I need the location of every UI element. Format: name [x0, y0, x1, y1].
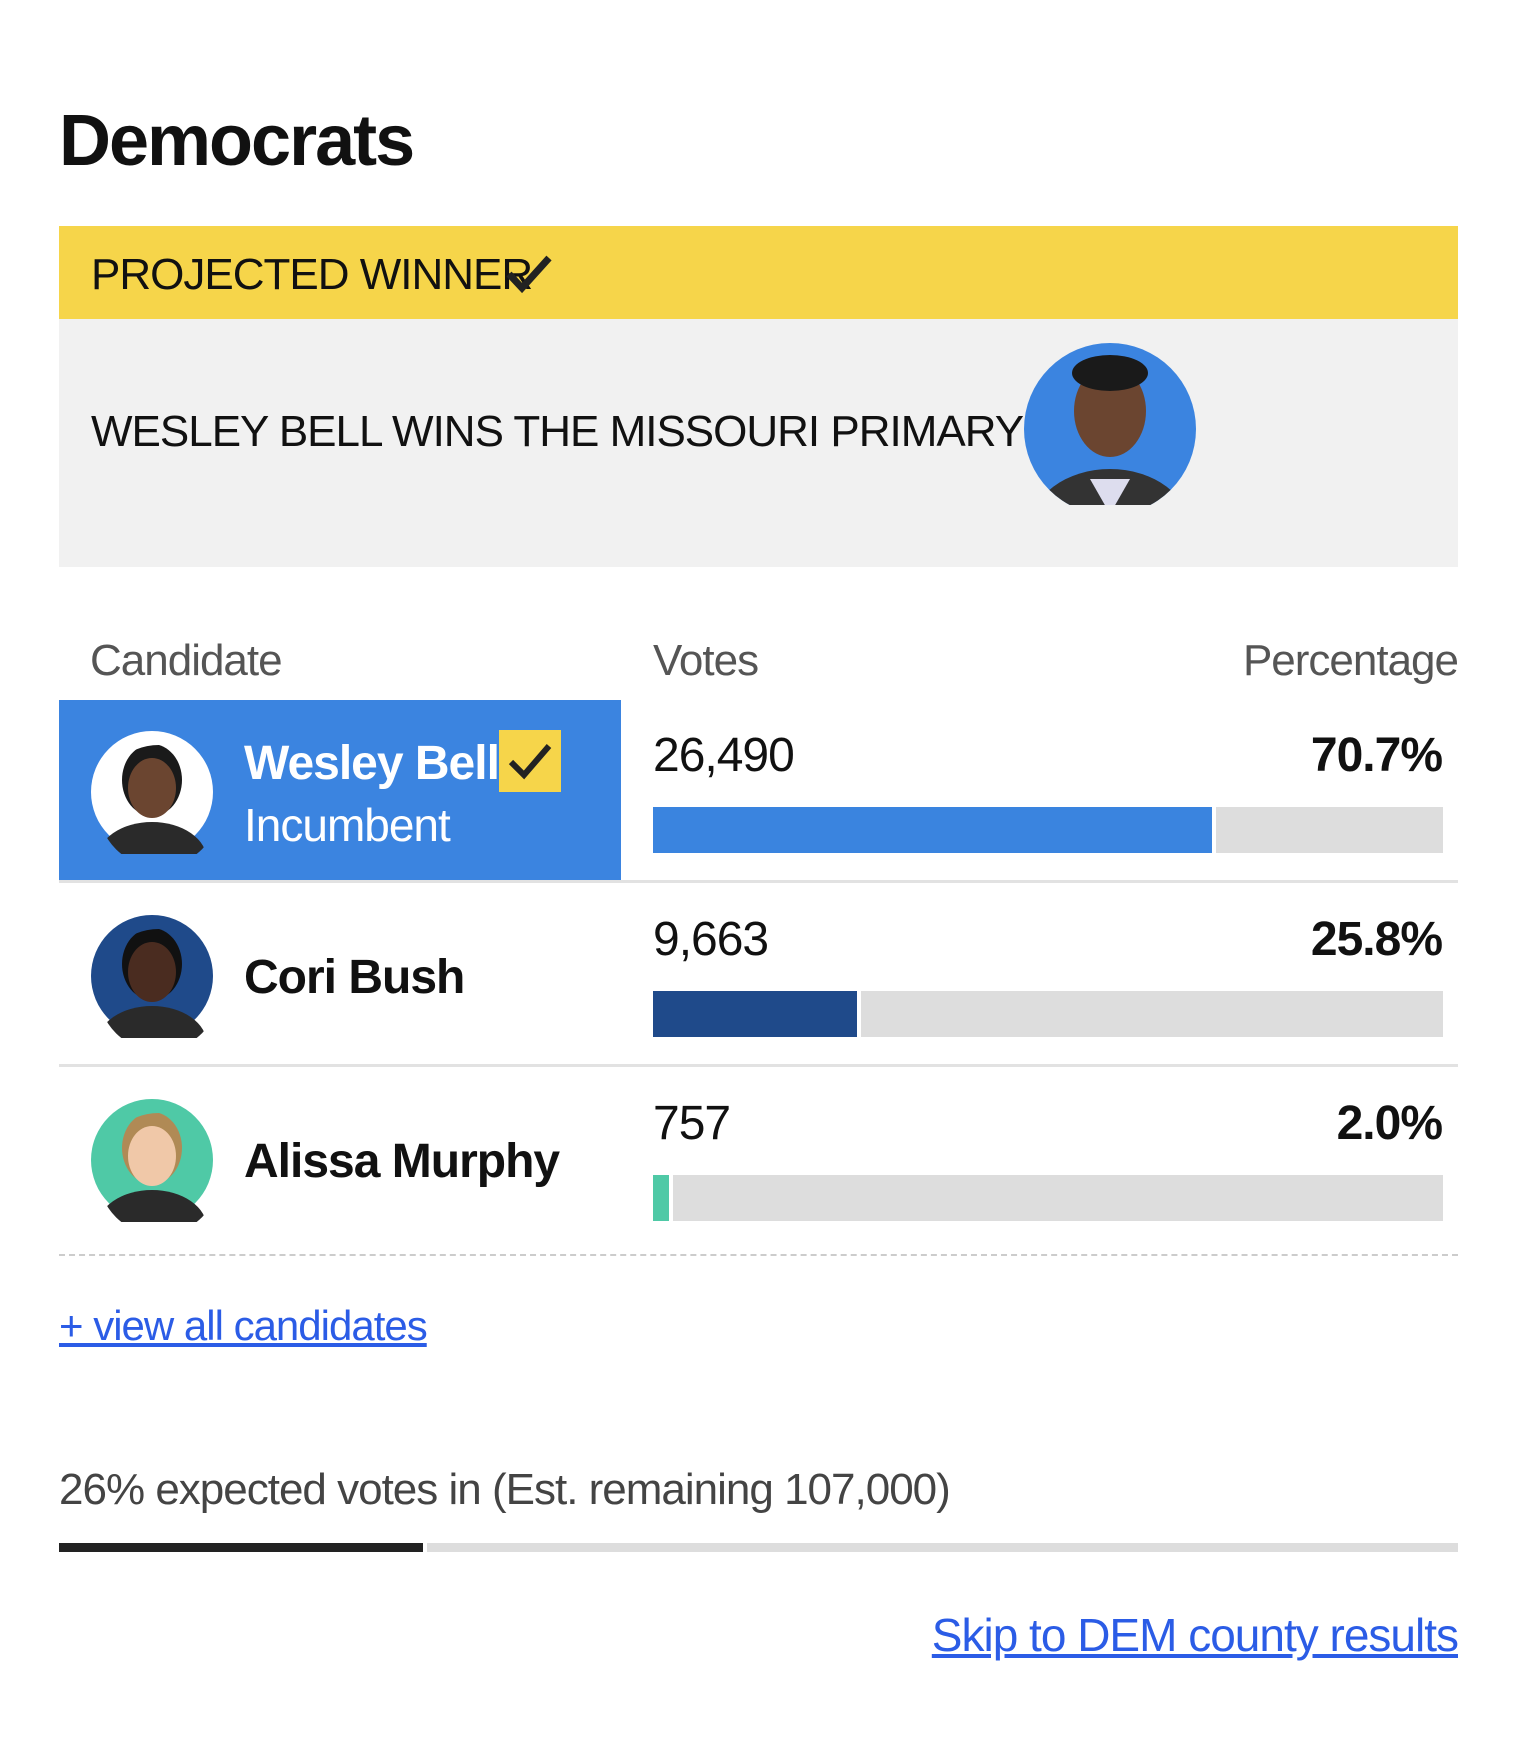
candidate-row: Alissa Murphy 757 2.0%: [59, 1068, 1458, 1251]
check-mark: [508, 744, 552, 780]
header-candidate: Candidate: [90, 636, 283, 685]
vote-bar: [653, 807, 1216, 853]
candidate-photo: [91, 731, 213, 854]
photo-figure: [97, 928, 207, 1038]
vote-percentage: 70.7%: [1310, 729, 1443, 782]
candidate-name: Alissa Murphy: [244, 1135, 560, 1188]
bar-track: [653, 991, 1443, 1037]
winner-check: [499, 730, 561, 792]
header-votes: Votes: [653, 636, 759, 685]
winner-banner: PROJECTED WINNER: [59, 226, 1458, 319]
vote-percentage: 2.0%: [1336, 1097, 1443, 1150]
vote-percentage: 25.8%: [1310, 913, 1443, 966]
photo-body: [97, 1006, 207, 1038]
winner-photo: [1024, 343, 1196, 505]
candidate-cell: Cori Bush: [59, 884, 621, 1065]
headline-box: WESLEY BELL WINS THE MISSOURI PRIMARY: [59, 319, 1458, 567]
photo-body: [97, 1190, 207, 1222]
vote-bar: [653, 1175, 673, 1221]
expected-text: expected votes in (Est. remaining 107,00…: [155, 1465, 950, 1514]
view-all-link[interactable]: + view all candidates: [59, 1302, 428, 1349]
progress-fill: [59, 1543, 427, 1552]
dashed-divider: [59, 1254, 1458, 1256]
vote-count: 757: [653, 1097, 731, 1150]
row-divider: [59, 1064, 1458, 1067]
candidate-photo: [91, 915, 213, 1038]
candidate-note: Incumbent: [244, 799, 451, 851]
photo-figure: [97, 744, 207, 854]
progress-track: [59, 1543, 1458, 1552]
skip-link[interactable]: Skip to DEM county results: [931, 1609, 1459, 1661]
headline: WESLEY BELL WINS THE MISSOURI PRIMARY: [91, 407, 1024, 456]
banner-label: PROJECTED WINNER: [91, 250, 533, 299]
vote-count: 9,663: [653, 913, 769, 966]
expected-votes: 26% expected votes in (Est. remaining 10…: [59, 1465, 951, 1515]
vote-count: 26,490: [653, 729, 795, 782]
candidate-row: Wesley Bell Incumbent 26,490 70.7%: [59, 700, 1458, 883]
candidate-cell: Wesley Bell Incumbent: [59, 700, 621, 881]
candidate-cell: Alissa Murphy: [59, 1068, 621, 1249]
candidate-name: Cori Bush: [244, 951, 465, 1004]
photo-figure: [97, 1112, 207, 1222]
bar-track: [653, 1175, 1443, 1221]
photo-face: [128, 1126, 176, 1186]
check-icon: [506, 255, 552, 294]
row-divider: [59, 880, 1458, 883]
photo-face: [128, 758, 176, 818]
bar-track: [653, 807, 1443, 853]
candidate-name: Wesley Bell: [244, 737, 500, 790]
vote-bar: [653, 991, 861, 1037]
section-title: Democrats: [59, 101, 415, 181]
header-percentage: Percentage: [1242, 636, 1459, 685]
photo-face: [128, 942, 176, 1002]
candidate-photo: [91, 1099, 213, 1222]
expected-percent: 26%: [59, 1465, 145, 1514]
candidate-row: Cori Bush 9,663 25.8%: [59, 884, 1458, 1067]
photo-body: [97, 822, 207, 854]
